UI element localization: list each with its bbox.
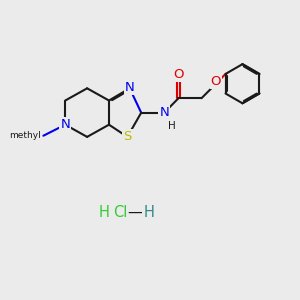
Text: H: H [144,205,155,220]
Text: S: S [123,130,132,143]
Text: H: H [168,122,176,131]
Text: Cl: Cl [113,205,128,220]
Text: N: N [125,81,135,94]
Text: O: O [173,68,184,81]
Text: O: O [211,75,221,88]
Text: N: N [159,106,169,119]
Text: H: H [98,205,110,220]
Text: —: — [128,205,142,220]
Text: N: N [60,118,70,131]
Text: methyl: methyl [9,131,40,140]
